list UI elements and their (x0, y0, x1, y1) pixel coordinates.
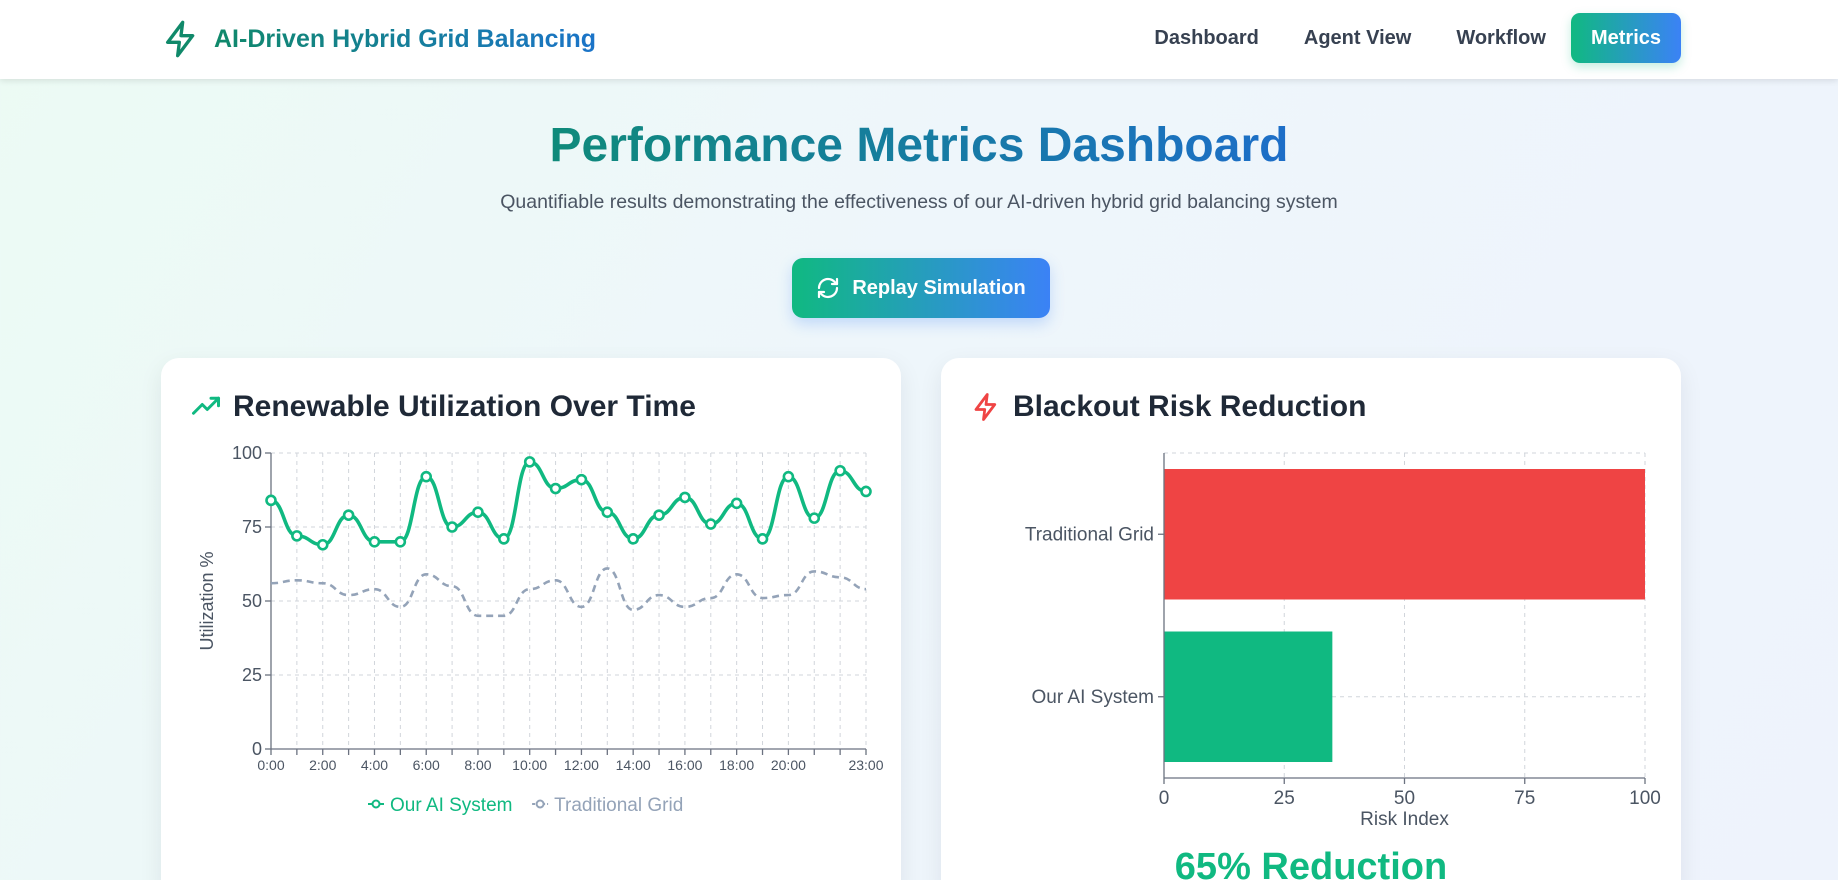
ai-system-point (446, 521, 458, 533)
chart-bars (1164, 469, 1645, 762)
chart-axes: 0 25 50 75 100 0:00 2:00 4:00 6:00 8:00 10:00 12:00… (197, 443, 884, 773)
utilization-card-title: Renewable Utilization Over Time (233, 390, 696, 423)
utilization-line-chart: 0 25 50 75 100 0:00 2:00 4:00 6:00 8:00 10:00 12:00… (197, 443, 884, 816)
y-tick-label: 25 (242, 665, 262, 685)
page-subtitle: Quantifiable results demonstrating the e… (500, 191, 1338, 213)
utilization-card: Renewable Utilization Over Time 0 25 50 75 1… (161, 358, 901, 880)
ai-system-point (601, 506, 614, 518)
ai-system-point (653, 509, 665, 521)
nav-agent-view[interactable]: Agent View (1303, 27, 1412, 49)
ai-system-point (575, 473, 588, 486)
x-tick-label: 18:00 (719, 757, 754, 773)
ai-system-point (782, 470, 795, 483)
top-navbar: AI-Driven Hybrid Grid Balancing Dashboar… (0, 0, 1838, 79)
x-tick-label: 12:00 (564, 757, 599, 773)
x-tick-label: 2:00 (309, 757, 336, 773)
chart-grid (271, 452, 867, 749)
ai-system-point (291, 530, 303, 542)
refresh-icon (818, 277, 839, 299)
utilization-card-header: Renewable Utilization Over Time (191, 390, 696, 424)
ai-system-point (834, 464, 846, 477)
risk-card-header: Blackout Risk Reduction (971, 390, 1366, 424)
nav-dashboard[interactable]: Dashboard (1154, 27, 1259, 49)
ai-system-point (498, 533, 510, 545)
x-tick-label: 4:00 (361, 757, 388, 773)
brand[interactable]: AI-Driven Hybrid Grid Balancing (161, 18, 596, 60)
lightning-bolt-icon (166, 20, 195, 58)
page-title: Performance Metrics Dashboard (549, 119, 1289, 172)
ai-system-point (342, 509, 355, 521)
ai-system-point (860, 485, 872, 498)
x-tick-label: 23:00 (848, 757, 883, 773)
nav-workflow[interactable]: Workflow (1456, 27, 1546, 49)
legend-ai-system: Our AI System (390, 795, 512, 816)
x-tick-label: 75 (1514, 788, 1535, 809)
risk-reduction-text: 65% Reduction (1174, 846, 1448, 880)
bar-ai-system (1164, 631, 1333, 762)
risk-card: Blackout Risk Reduction Traditional Grid… (941, 358, 1681, 880)
x-tick-label: 25 (1274, 788, 1295, 809)
risk-card-title: Blackout Risk Reduction (1013, 390, 1367, 423)
chart-axes: Traditional Grid Our AI System 0 25 50 75 100 R… (1025, 453, 1661, 830)
chart-series (265, 456, 872, 618)
x-tick-label: 10:00 (512, 757, 547, 773)
ai-system-point (316, 538, 329, 551)
nav-links: Dashboard Agent View Workflow Metrics (1129, 13, 1681, 63)
category-label: Our AI System (1032, 687, 1154, 708)
page-title-wrap: Performance Metrics Dashboard (0, 115, 1838, 177)
ai-system-point (730, 497, 743, 510)
x-tick-label: 20:00 (771, 757, 806, 773)
brand-title: AI-Driven Hybrid Grid Balancing (214, 24, 597, 53)
x-tick-label: 50 (1394, 788, 1415, 809)
ai-system-point (394, 536, 407, 548)
ai-system-point (808, 512, 821, 524)
y-tick-label: 100 (232, 443, 262, 463)
x-tick-label: 0:00 (257, 757, 284, 773)
replay-simulation-button[interactable]: Replay Simulation (792, 258, 1050, 318)
x-tick-label: 0 (1159, 788, 1170, 809)
legend-marker (535, 799, 545, 809)
x-tick-label: 14:00 (616, 757, 651, 773)
traditional-grid-line (270, 567, 867, 618)
ai-system-point (679, 491, 691, 504)
ai-system-point (368, 536, 381, 548)
nav-metrics[interactable]: Metrics (1570, 13, 1681, 63)
chart-legend: Our AI System Traditional Grid (368, 795, 683, 816)
x-axis-label: Risk Index (1360, 809, 1449, 830)
ai-system-point (627, 533, 639, 545)
lightning-bolt-icon (974, 393, 997, 421)
ai-system-point (704, 518, 717, 530)
risk-bar-chart: Traditional Grid Our AI System 0 25 50 75 100 R… (1025, 452, 1661, 830)
x-tick-label: 6:00 (413, 757, 440, 773)
replay-simulation-label: Replay Simulation (852, 276, 1026, 299)
trending-up-icon (192, 396, 220, 415)
y-tick-label: 0 (252, 739, 262, 759)
ai-system-point (756, 533, 769, 545)
x-tick-label: 8:00 (464, 757, 491, 773)
ai-system-point (523, 456, 536, 468)
bar-traditional-grid (1164, 469, 1645, 600)
x-tick-label: 16:00 (667, 757, 702, 773)
ai-system-line (270, 460, 867, 547)
category-label: Traditional Grid (1025, 524, 1154, 545)
y-tick-label: 50 (242, 591, 262, 611)
ai-system-point (265, 494, 277, 507)
x-tick-label: 100 (1629, 788, 1661, 809)
legend-traditional-grid: Traditional Grid (554, 795, 683, 816)
ai-system-point (420, 470, 433, 483)
ai-system-point (549, 482, 562, 495)
y-tick-label: 75 (242, 517, 262, 537)
ai-system-point (472, 506, 484, 518)
y-axis-label: Utilization % (197, 551, 217, 650)
legend-marker (371, 799, 381, 809)
